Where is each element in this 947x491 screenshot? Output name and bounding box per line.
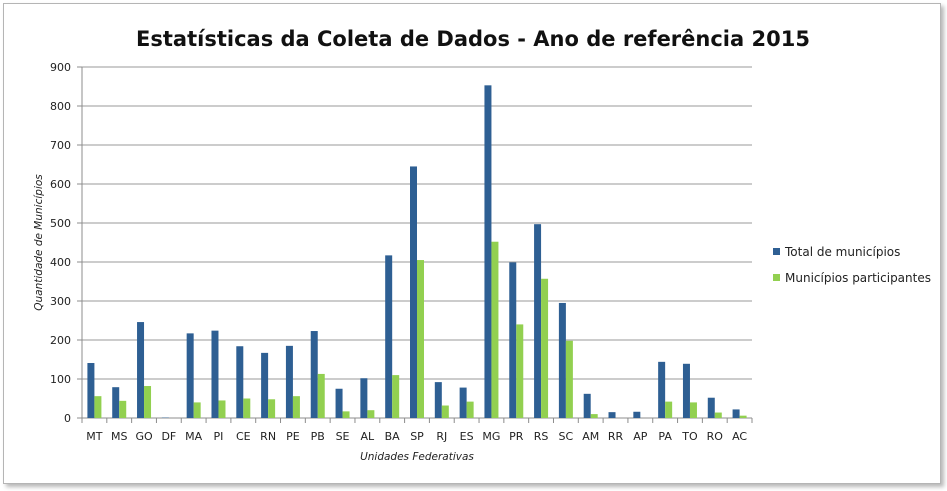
x-tick-label: PI	[214, 430, 224, 443]
bar-total-ES	[459, 387, 467, 418]
x-tick-label: TO	[681, 430, 698, 443]
bar-participantes-PR	[516, 324, 524, 418]
bar-participantes-TO	[689, 402, 697, 418]
bar-total-RS	[534, 224, 542, 418]
x-tick-label: MG	[482, 430, 500, 443]
bar-total-BA	[385, 255, 393, 418]
x-tick-label: RO	[707, 430, 724, 443]
bar-total-SC	[558, 302, 566, 418]
x-axis-label: Unidades Federativas	[360, 451, 474, 463]
bar-participantes-SP	[417, 260, 424, 418]
bar-participantes-RN	[268, 399, 276, 418]
bar-participantes-RS	[541, 278, 549, 418]
bar-total-AC	[732, 409, 740, 418]
x-tick-label: SP	[410, 430, 424, 443]
y-tick-label: 700	[50, 139, 71, 152]
bar-participantes-MS	[119, 400, 127, 418]
x-tick-label: SC	[559, 430, 574, 443]
y-tick-label: 100	[50, 373, 71, 386]
x-tick-label: PA	[658, 430, 672, 443]
x-tick-label: MA	[185, 430, 202, 443]
x-tick-label: ES	[460, 430, 474, 443]
bar-participantes-ES	[466, 401, 474, 418]
legend-label: Municípios participantes	[785, 271, 931, 285]
bar-participantes-MG	[491, 241, 499, 418]
bar-participantes-RJ	[441, 405, 449, 418]
y-tick-label: 900	[50, 61, 71, 74]
bar-total-PE	[285, 345, 293, 418]
bar-total-MG	[484, 85, 492, 418]
x-tick-label: PB	[311, 430, 325, 443]
bar-participantes-PA	[665, 401, 673, 418]
bar-total-MA	[186, 333, 194, 418]
bar-total-RJ	[434, 382, 442, 418]
x-tick-label: PR	[509, 430, 524, 443]
bar-total-SE	[335, 388, 343, 418]
y-tick-labels: 0 100 200 300 400 500 600 700 800 900	[50, 61, 71, 425]
x-tick-label: SE	[336, 430, 350, 443]
bar-total-AM	[583, 393, 591, 418]
bar-participantes-SE	[342, 411, 350, 418]
bar-total-AL	[360, 378, 368, 418]
x-tick-label: BA	[385, 430, 401, 443]
chart-title: Estatísticas da Coleta de Dados - Ano de…	[136, 27, 810, 51]
bar-participantes-PI	[218, 400, 226, 418]
legend-swatch	[773, 274, 780, 281]
legend: Total de municípios Municípios participan…	[773, 245, 931, 285]
y-tick-label: 200	[50, 334, 71, 347]
bar-participantes-AL	[367, 410, 375, 418]
bar-participantes-AM	[590, 414, 598, 418]
y-tick-label: 500	[50, 217, 71, 230]
bar-participantes-PE	[292, 396, 300, 418]
x-tick-label: AM	[582, 430, 599, 443]
x-tick-label: RR	[608, 430, 624, 443]
bar-total-PR	[509, 262, 517, 418]
x-tick-label: PE	[286, 430, 300, 443]
x-tick-label: MT	[86, 430, 102, 443]
bar-participantes-BA	[392, 375, 400, 418]
bar-participantes-CE	[243, 398, 251, 418]
x-tick-labels: MT MS GO DF MA PI CE RN PE PB SE AL BA SP RJ ES MG PR RS SC…	[86, 430, 747, 443]
bar-total-MT	[87, 363, 95, 418]
bar-participantes-MT	[94, 396, 102, 418]
x-tick-label: RS	[534, 430, 549, 443]
x-tick-label: MS	[111, 430, 127, 443]
y-tick-label: 0	[64, 412, 71, 425]
x-tick-label: DF	[161, 430, 176, 443]
bar-participantes-RO	[714, 412, 722, 418]
x-tick-label: RJ	[436, 430, 447, 443]
bar-total-RN	[261, 352, 269, 418]
y-tick-label: 600	[50, 178, 71, 191]
y-tick-label: 300	[50, 295, 71, 308]
x-tick-label: AC	[732, 430, 747, 443]
legend-swatch	[773, 248, 780, 255]
bar-total-MS	[112, 387, 120, 418]
x-tick-label: CE	[236, 430, 251, 443]
x-tick-label: AL	[361, 430, 376, 443]
bar-participantes-MA	[193, 402, 201, 418]
bar-participantes-AC	[739, 415, 747, 418]
bar-total-PA	[658, 361, 666, 418]
bar-participantes-SC	[565, 340, 573, 418]
y-tick-label: 800	[50, 100, 71, 113]
y-tick-label: 400	[50, 256, 71, 269]
bar-participantes-GO	[144, 386, 152, 418]
bar-total-AP	[633, 411, 641, 418]
bar-participantes-PB	[317, 373, 325, 418]
bar-total-CE	[236, 346, 244, 418]
legend-label: Total de municípios	[784, 245, 900, 259]
bar-total-RR	[608, 412, 616, 418]
y-axis-label: Quantidade de Municípios	[33, 174, 45, 311]
x-tick-label: RN	[260, 430, 276, 443]
bar-total-SP	[410, 166, 417, 418]
x-tick-label: GO	[135, 430, 153, 443]
bars	[87, 85, 747, 418]
bar-total-RO	[707, 397, 715, 418]
x-tick-label: AP	[633, 430, 648, 443]
bar-total-PI	[211, 330, 219, 418]
bar-total-PB	[310, 331, 318, 418]
bar-total-TO	[682, 363, 690, 418]
bar-total-GO	[137, 322, 145, 418]
